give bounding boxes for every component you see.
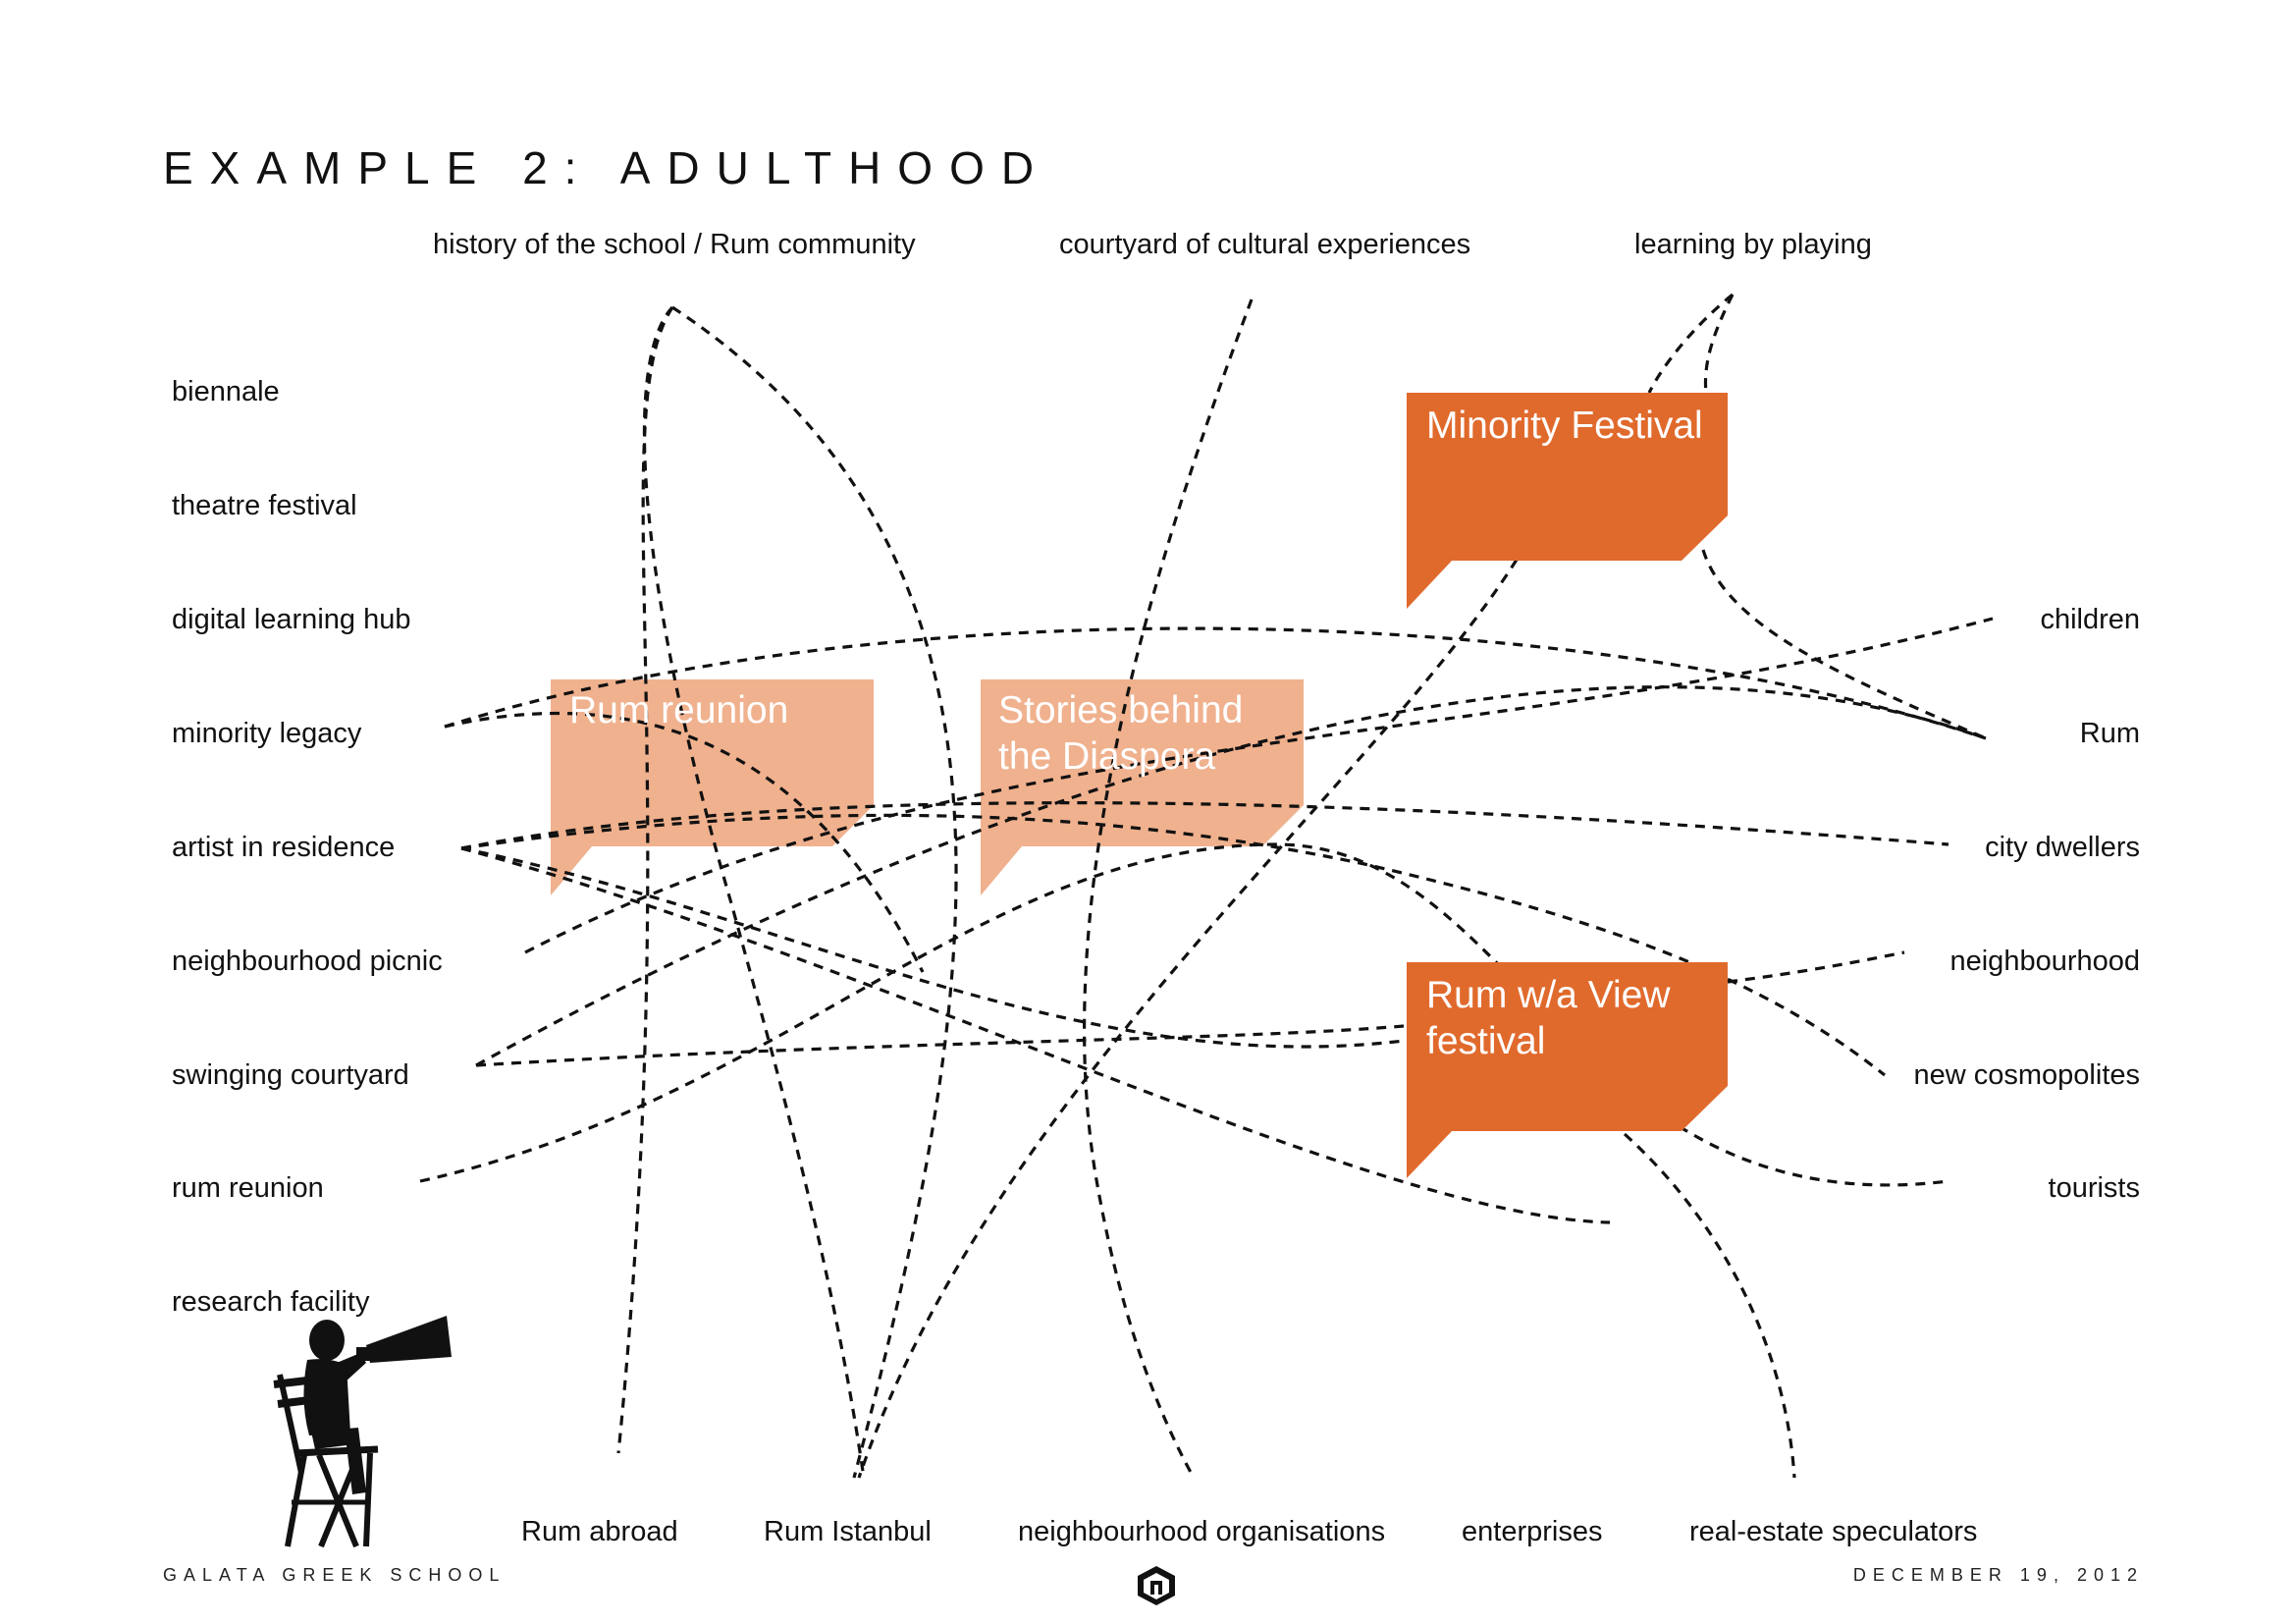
left-label-artist-in-residence: artist in residence	[172, 832, 396, 863]
left-label-research-facility: research facility	[172, 1286, 370, 1318]
bubble-minority-festival: Minority Festival	[1426, 405, 1703, 447]
footer-school-name: GALATA GREEK SCHOOL	[163, 1565, 507, 1585]
line-artist-to-rum-view	[460, 846, 1405, 1049]
bubble-shape-minority-festival	[1407, 393, 1728, 609]
line-view-to-neighbourhood	[1727, 950, 1905, 984]
page-title: EXAMPLE 2: ADULTHOOD	[163, 142, 1051, 193]
bottom-label-rum-abroad: Rum abroad	[521, 1516, 678, 1547]
bubble-rum-view-festival: Rum w/a View festival	[1426, 974, 1671, 1062]
bottom-label-real-estate-speculators: real-estate speculators	[1689, 1516, 1978, 1547]
left-label-digital-learning-hub: digital learning hub	[172, 604, 411, 635]
line-swinging-to-rum-view	[475, 1024, 1405, 1067]
line-history-inner-arc	[642, 305, 866, 1479]
bubble-stories-behind-diaspora: Stories behind the Diaspora	[998, 689, 1244, 778]
line-festival-to-rum	[1701, 549, 1987, 740]
bubble-rum-reunion: Rum reunion	[569, 689, 789, 731]
right-label-new-cosmopolites: new cosmopolites	[1913, 1059, 2141, 1091]
bottom-label-rum-istanbul: Rum Istanbul	[764, 1516, 932, 1547]
line-courtyard-arc	[1083, 298, 1254, 1479]
line-history-to-rum-abroad	[616, 306, 674, 1454]
right-label-neighbourhood: neighbourhood	[1949, 946, 2140, 977]
bubble-shape-rum-view	[1407, 962, 1728, 1178]
line-artist-to-city-dwellers	[460, 801, 1949, 850]
left-label-neighbourhood-picnic: neighbourhood picnic	[172, 946, 443, 977]
line-picnic-to-children	[524, 617, 1994, 954]
school-logo-icon	[1138, 1566, 1175, 1605]
right-label-rum: Rum	[2079, 718, 2140, 749]
top-label-history: history of the school / Rum community	[433, 229, 916, 260]
right-label-city-dwellers: city dwellers	[1985, 832, 2140, 863]
bottom-label-neighbourhood-organisations: neighbourhood organisations	[1018, 1516, 1386, 1547]
left-label-swinging-courtyard: swinging courtyard	[172, 1059, 409, 1091]
footer-date: DECEMBER 19, 2012	[1852, 1565, 2144, 1585]
line-minority-legacy-to-neighbourhood-org	[444, 711, 925, 973]
line-minority-legacy-to-rum	[444, 626, 1987, 740]
left-label-theatre-festival: theatre festival	[172, 490, 357, 521]
line-festival-to-rum-istanbul	[857, 559, 1519, 1479]
line-artist-to-tourists	[460, 846, 1611, 1224]
line-learning-to-minority-festival	[1647, 293, 1734, 394]
director-megaphone-icon	[273, 1316, 452, 1548]
top-label-learning: learning by playing	[1634, 229, 1872, 260]
left-label-biennale: biennale	[172, 376, 280, 407]
line-artist-to-new-cosmopolites	[460, 813, 1886, 1077]
right-label-children: children	[2040, 604, 2140, 635]
bottom-label-enterprises: enterprises	[1462, 1516, 1603, 1547]
line-swinging-to-rum	[475, 685, 1987, 1067]
line-history-right-arc	[671, 305, 958, 1479]
top-label-courtyard: courtyard of cultural experiences	[1059, 229, 1471, 260]
line-view-to-real-estate	[1623, 1132, 1796, 1479]
bubble-shape-rum-reunion	[551, 679, 874, 895]
line-learning-to-bubble	[1703, 294, 1735, 394]
left-label-minority-legacy: minority legacy	[172, 718, 362, 749]
bubble-shape-stories	[981, 679, 1304, 895]
right-label-tourists: tourists	[2048, 1172, 2140, 1204]
left-label-rum-reunion: rum reunion	[172, 1172, 324, 1204]
